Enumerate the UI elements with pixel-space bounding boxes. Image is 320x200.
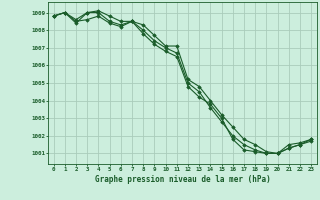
X-axis label: Graphe pression niveau de la mer (hPa): Graphe pression niveau de la mer (hPa) bbox=[94, 175, 270, 184]
